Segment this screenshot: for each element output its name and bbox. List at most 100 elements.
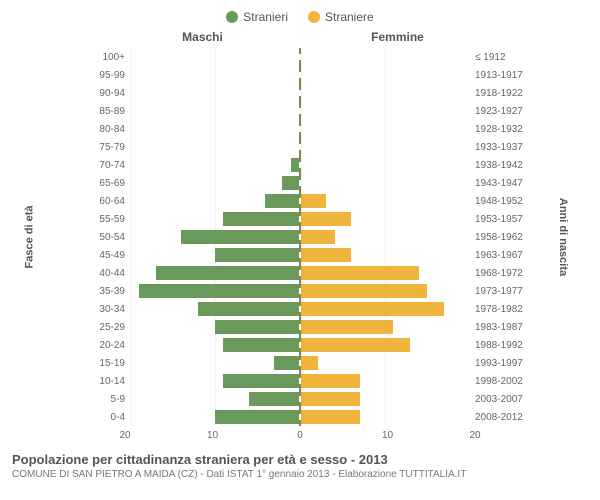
chart-rows: 100+≤ 191295-991913-191790-941918-192285… <box>70 48 530 426</box>
age-label: 10-14 <box>70 376 131 387</box>
bar-area-female <box>301 156 469 174</box>
birth-label: 1923-1927 <box>469 106 530 117</box>
bar-female <box>301 302 444 316</box>
bar-area-male <box>131 210 299 228</box>
column-title-right: Femmine <box>300 30 475 44</box>
chart-row: 100+≤ 1912 <box>70 48 530 66</box>
age-label: 30-34 <box>70 304 131 315</box>
bar-male <box>274 356 299 370</box>
bar-area-female <box>301 66 469 84</box>
birth-label: 1918-1922 <box>469 88 530 99</box>
bar-area-male <box>131 372 299 390</box>
bar-male <box>215 248 299 262</box>
chart-row: 35-391973-1977 <box>70 282 530 300</box>
bar-male <box>223 338 299 352</box>
y-axis-title-right: Anni di nascita <box>557 198 569 276</box>
bar-area-male <box>131 300 299 318</box>
chart-row: 30-34 1978-1982 <box>70 300 530 318</box>
age-label: 85-89 <box>70 106 131 117</box>
age-label: 80-84 <box>70 124 131 135</box>
bar-female <box>301 338 410 352</box>
legend-swatch-female <box>308 11 320 23</box>
bar-area-male <box>131 408 299 426</box>
birth-label: 1958-1962 <box>469 232 530 243</box>
bar-male <box>198 302 299 316</box>
birth-label: 1978-1982 <box>469 304 530 315</box>
chart-row: 65-691943-1947 <box>70 174 530 192</box>
x-tick: 0 <box>297 430 303 441</box>
bar-male <box>282 176 299 190</box>
chart-row: 85-89 1923-1927 <box>70 102 530 120</box>
bar-area-male <box>131 84 299 102</box>
birth-label: 2003-2007 <box>469 394 530 405</box>
bar-female <box>301 356 318 370</box>
bar-area-female <box>301 84 469 102</box>
bar-female <box>301 284 427 298</box>
chart-row: 5-9 2003-2007 <box>70 390 530 408</box>
birth-label: 1933-1937 <box>469 142 530 153</box>
bar-area-female <box>301 336 469 354</box>
caption-sub: COMUNE DI SAN PIETRO A MAIDA (CZ) - Dati… <box>12 469 588 480</box>
caption-title: Popolazione per cittadinanza straniera p… <box>12 452 588 467</box>
age-label: 70-74 <box>70 160 131 171</box>
age-label: 25-29 <box>70 322 131 333</box>
x-tick: 10 <box>207 430 218 441</box>
bar-area-male <box>131 354 299 372</box>
legend-item-female: Straniere <box>308 10 374 24</box>
chart-row: 50-541958-1962 <box>70 228 530 246</box>
bar-area-male <box>131 102 299 120</box>
bar-male <box>223 212 299 226</box>
chart: Maschi Femmine Fasce di età Anni di nasc… <box>0 30 600 444</box>
age-label: 5-9 <box>70 394 131 405</box>
bar-female <box>301 266 419 280</box>
bar-area-female <box>301 228 469 246</box>
birth-label: 1968-1972 <box>469 268 530 279</box>
chart-row: 75-79 1933-1937 <box>70 138 530 156</box>
bar-area-male <box>131 120 299 138</box>
bar-area-male <box>131 48 299 66</box>
bar-area-male <box>131 156 299 174</box>
chart-row: 40-441968-1972 <box>70 264 530 282</box>
chart-row: 95-991913-1917 <box>70 66 530 84</box>
chart-row: 0-4 2008-2012 <box>70 408 530 426</box>
legend: Stranieri Straniere <box>0 0 600 24</box>
bar-area-male <box>131 228 299 246</box>
bar-male <box>249 392 299 406</box>
bar-female <box>301 392 360 406</box>
legend-item-male: Stranieri <box>226 10 288 24</box>
birth-label: 1928-1932 <box>469 124 530 135</box>
birth-label: 1993-1997 <box>469 358 530 369</box>
birth-label: 1938-1942 <box>469 160 530 171</box>
legend-label-male: Stranieri <box>243 10 288 24</box>
bar-area-female <box>301 102 469 120</box>
chart-row: 90-941918-1922 <box>70 84 530 102</box>
age-label: 45-49 <box>70 250 131 261</box>
bar-area-female <box>301 372 469 390</box>
x-axis: 201001020 <box>70 430 530 444</box>
birth-label: 1988-1992 <box>469 340 530 351</box>
bar-area-male <box>131 174 299 192</box>
bar-female <box>301 212 351 226</box>
bar-male <box>156 266 299 280</box>
birth-label: 1913-1917 <box>469 70 530 81</box>
bar-male <box>139 284 299 298</box>
bar-area-female <box>301 48 469 66</box>
age-label: 75-79 <box>70 142 131 153</box>
birth-label: 1998-2002 <box>469 376 530 387</box>
age-label: 0-4 <box>70 412 131 423</box>
age-label: 15-19 <box>70 358 131 369</box>
birth-label: 2008-2012 <box>469 412 530 423</box>
chart-row: 45-49 1963-1967 <box>70 246 530 264</box>
bar-area-female <box>301 192 469 210</box>
bar-area-male <box>131 336 299 354</box>
bar-female <box>301 230 335 244</box>
birth-label: 1963-1967 <box>469 250 530 261</box>
bar-area-male <box>131 246 299 264</box>
age-label: 55-59 <box>70 214 131 225</box>
bar-area-female <box>301 246 469 264</box>
bar-male <box>291 158 299 172</box>
caption: Popolazione per cittadinanza straniera p… <box>0 444 600 480</box>
bar-male <box>215 410 299 424</box>
bar-area-male <box>131 390 299 408</box>
birth-label: 1983-1987 <box>469 322 530 333</box>
